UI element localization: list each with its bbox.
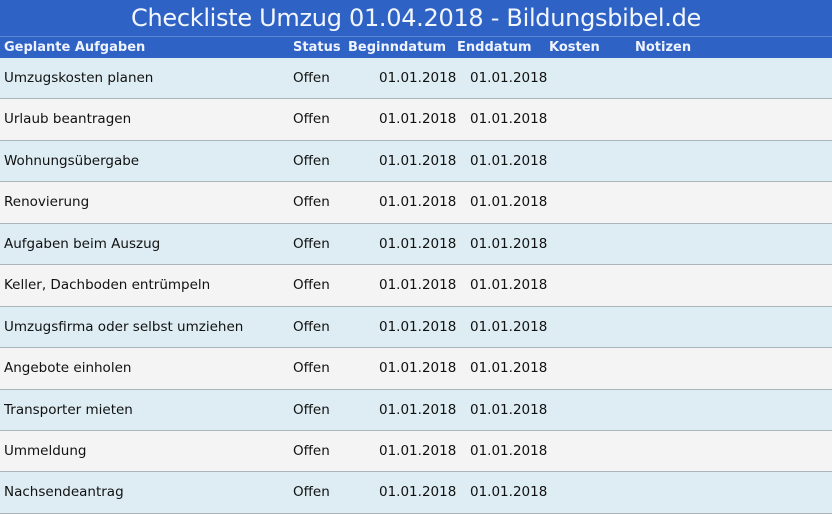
table-row[interactable]: Umzugskosten planen Offen 01.01.2018 01.01.… (0, 58, 832, 100)
status-cell[interactable]: Offen (293, 194, 330, 211)
header-costs: Kosten (549, 40, 600, 55)
table-row[interactable]: Wohnungsübergabe Offen 01.01.2018 01.01.201… (0, 140, 832, 183)
sheet-title: Checkliste Umzug 01.04.2018 - Bildungsbi… (0, 0, 832, 36)
task-cell[interactable]: Wohnungsübergabe (4, 152, 140, 169)
end-date-cell[interactable]: 01.01.2018 (470, 70, 548, 86)
status-cell[interactable]: Offen (293, 484, 330, 501)
task-cell[interactable]: Urlaub beantragen (4, 111, 132, 128)
status-cell[interactable]: Offen (293, 401, 330, 418)
table-row[interactable]: Aufgaben beim Auszug Offen 01.01.2018 01.01… (0, 223, 832, 266)
end-date-cell[interactable]: 01.01.2018 (470, 277, 548, 294)
begin-date-cell[interactable]: 01.01.2018 (379, 235, 457, 252)
header-tasks: Geplante Aufgaben (4, 40, 146, 55)
begin-date-cell[interactable]: 01.01.2018 (379, 484, 457, 501)
status-cell[interactable]: Offen (293, 152, 330, 169)
end-date-cell[interactable]: 01.01.2018 (470, 111, 548, 128)
task-cell[interactable]: Ummeldung (4, 442, 87, 459)
status-cell[interactable]: Offen (293, 318, 330, 335)
task-cell[interactable]: Angebote einholen (4, 360, 132, 377)
task-cell[interactable]: Renovierung (4, 194, 90, 211)
table-row[interactable]: Renovierung Offen 01.01.2018 01.01.2018 (0, 182, 832, 224)
task-cell[interactable]: Umzugskosten planen (4, 70, 154, 86)
status-cell[interactable]: Offen (293, 442, 330, 459)
table-row[interactable]: Urlaub beantragen Offen 01.01.2018 01.01.20… (0, 99, 832, 141)
header-notes: Notizen (635, 40, 692, 55)
task-cell[interactable]: Aufgaben beim Auszug (4, 235, 161, 252)
end-date-cell[interactable]: 01.01.2018 (470, 235, 548, 252)
begin-date-cell[interactable]: 01.01.2018 (379, 442, 457, 459)
begin-date-cell[interactable]: 01.01.2018 (379, 152, 457, 169)
end-date-cell[interactable]: 01.01.2018 (470, 152, 548, 169)
status-cell[interactable]: Offen (293, 111, 330, 128)
task-table: Umzugskosten planen Offen 01.01.2018 01.01.… (0, 58, 832, 514)
header-end: Enddatum (457, 40, 532, 55)
task-cell[interactable]: Nachsendeantrag (4, 484, 124, 501)
table-row[interactable]: Transporter mieten Offen 01.01.2018 01.01.2… (0, 389, 832, 431)
header-status: Status (293, 40, 341, 55)
table-row[interactable]: Angebote einholen Offen 01.01.2018 01.01.20… (0, 348, 832, 390)
task-cell[interactable]: Keller, Dachboden entrümpeln (4, 277, 211, 294)
end-date-cell[interactable]: 01.01.2018 (470, 360, 548, 377)
task-cell[interactable]: Transporter mieten (4, 401, 133, 418)
status-cell[interactable]: Offen (293, 360, 330, 377)
table-row[interactable]: Nachsendeantrag Offen 01.01.2018 01.01.2018 (0, 472, 832, 514)
table-row[interactable]: Ummeldung Offen 01.01.2018 01.01.2018 (0, 430, 832, 473)
status-cell[interactable]: Offen (293, 277, 330, 294)
begin-date-cell[interactable]: 01.01.2018 (379, 318, 457, 335)
end-date-cell[interactable]: 01.01.2018 (470, 442, 548, 459)
begin-date-cell[interactable]: 01.01.2018 (379, 360, 457, 377)
end-date-cell[interactable]: 01.01.2018 (470, 484, 548, 501)
end-date-cell[interactable]: 01.01.2018 (470, 318, 548, 335)
table-row[interactable]: Umzugsfirma oder selbst umziehen Offen 01.… (0, 306, 832, 349)
begin-date-cell[interactable]: 01.01.2018 (379, 111, 457, 128)
task-cell[interactable]: Umzugsfirma oder selbst umziehen (4, 318, 244, 335)
end-date-cell[interactable]: 01.01.2018 (470, 194, 548, 211)
header-begin: Beginndatum (348, 40, 447, 55)
begin-date-cell[interactable]: 01.01.2018 (379, 70, 457, 86)
table-row[interactable]: Keller, Dachboden entrümpeln Offen 01.01.2… (0, 265, 832, 307)
header-row: Geplante Aufgaben Status Beginndatum End… (0, 36, 832, 58)
end-date-cell[interactable]: 01.01.2018 (470, 401, 548, 418)
begin-date-cell[interactable]: 01.01.2018 (379, 194, 457, 211)
status-cell[interactable]: Offen (293, 235, 330, 252)
status-cell[interactable]: Offen (293, 70, 330, 86)
begin-date-cell[interactable]: 01.01.2018 (379, 401, 457, 418)
begin-date-cell[interactable]: 01.01.2018 (379, 277, 457, 294)
